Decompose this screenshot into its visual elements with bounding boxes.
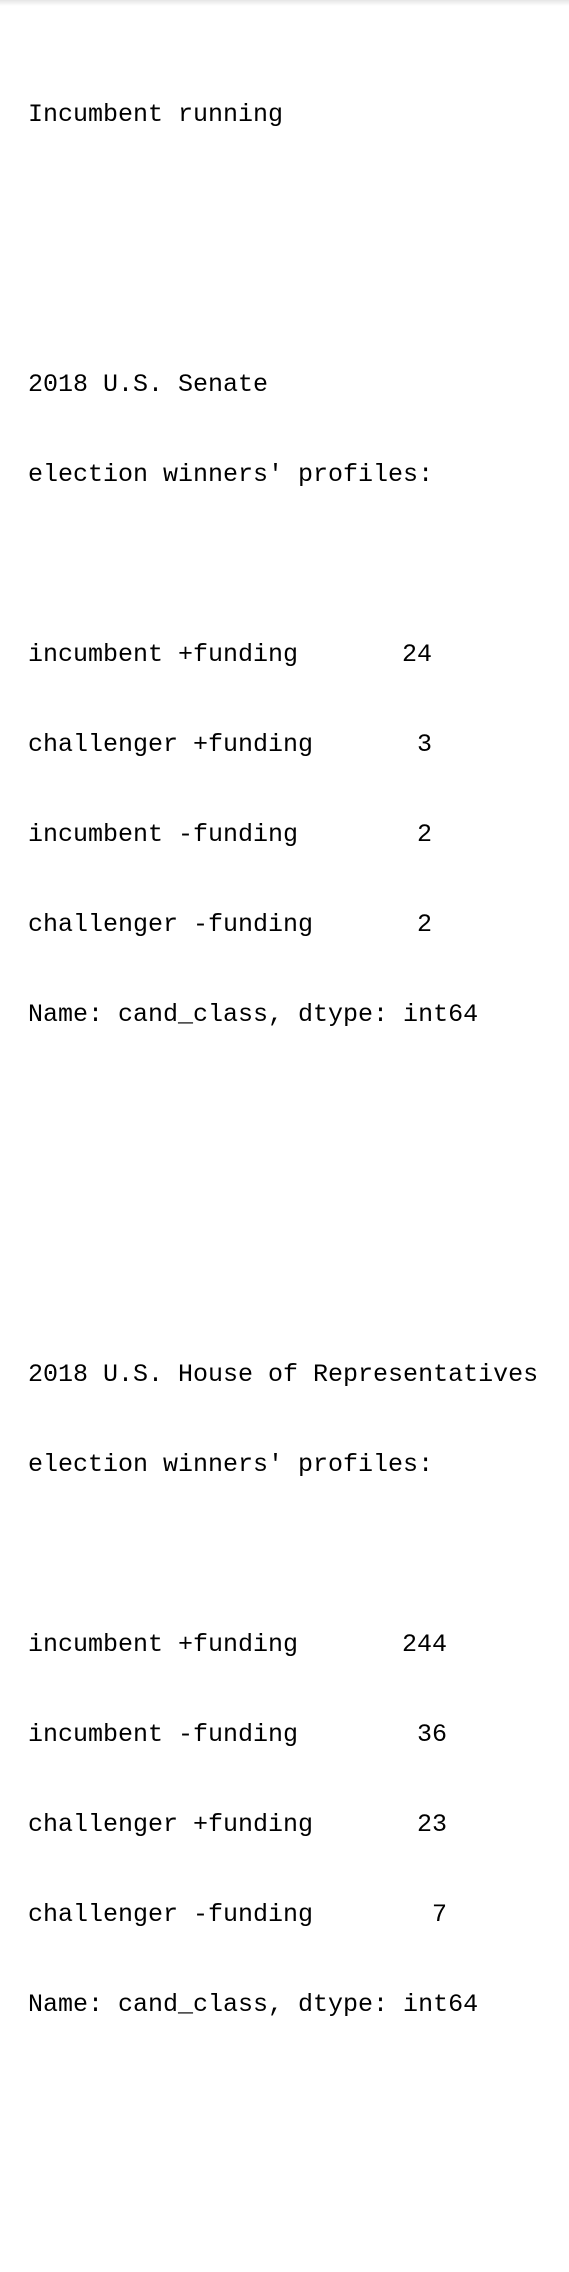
row-label: challenger -funding: [28, 910, 314, 939]
row-label: challenger +funding: [28, 730, 314, 759]
row-label: challenger -funding: [28, 1900, 314, 1929]
series-row: challenger +funding 23: [28, 1810, 538, 1840]
series-row: incumbent +funding 244: [28, 1630, 538, 1660]
senate-incumbent-block: 2018 U.S. Senate election winners' profi…: [28, 310, 538, 1090]
series-row: challenger +funding 3: [28, 730, 538, 760]
row-label: incumbent +funding: [28, 1630, 299, 1659]
row-label: incumbent +funding: [28, 640, 299, 669]
row-value: 36: [416, 1720, 447, 1749]
series-row: incumbent -funding 2: [28, 820, 538, 850]
row-value: 2: [416, 820, 432, 849]
row-label: incumbent -funding: [28, 820, 299, 849]
row-value: 3: [416, 730, 432, 759]
series-row: incumbent -funding 36: [28, 1720, 538, 1750]
series-row: challenger -funding 7: [28, 1900, 538, 1930]
series-row: incumbent +funding 24: [28, 640, 538, 670]
house-incumbent-block: 2018 U.S. House of Representatives elect…: [28, 1300, 538, 2080]
block-title-line2: election winners' profiles:: [28, 1450, 434, 1479]
block-title-line2: election winners' profiles:: [28, 460, 434, 489]
block-title-line1: 2018 U.S. House of Representatives: [28, 1360, 539, 1389]
block-title-line1: 2018 U.S. Senate: [28, 370, 269, 399]
cell-output: Incumbent running 2018 U.S. Senate elect…: [28, 10, 538, 2272]
row-label: challenger +funding: [28, 1810, 314, 1839]
series-row: challenger -funding 2: [28, 910, 538, 940]
row-value: 24: [401, 640, 432, 669]
row-value: 23: [416, 1810, 447, 1839]
row-value: 2: [416, 910, 432, 939]
top-edge-shadow: [0, 0, 569, 6]
series-footer: Name: cand_class, dtype: int64: [28, 1000, 479, 1029]
series-footer: Name: cand_class, dtype: int64: [28, 1990, 479, 2019]
row-label: incumbent -funding: [28, 1720, 299, 1749]
section-heading-incumbent: Incumbent running: [28, 100, 284, 129]
row-value: 7: [431, 1900, 447, 1929]
row-value: 244: [401, 1630, 447, 1659]
